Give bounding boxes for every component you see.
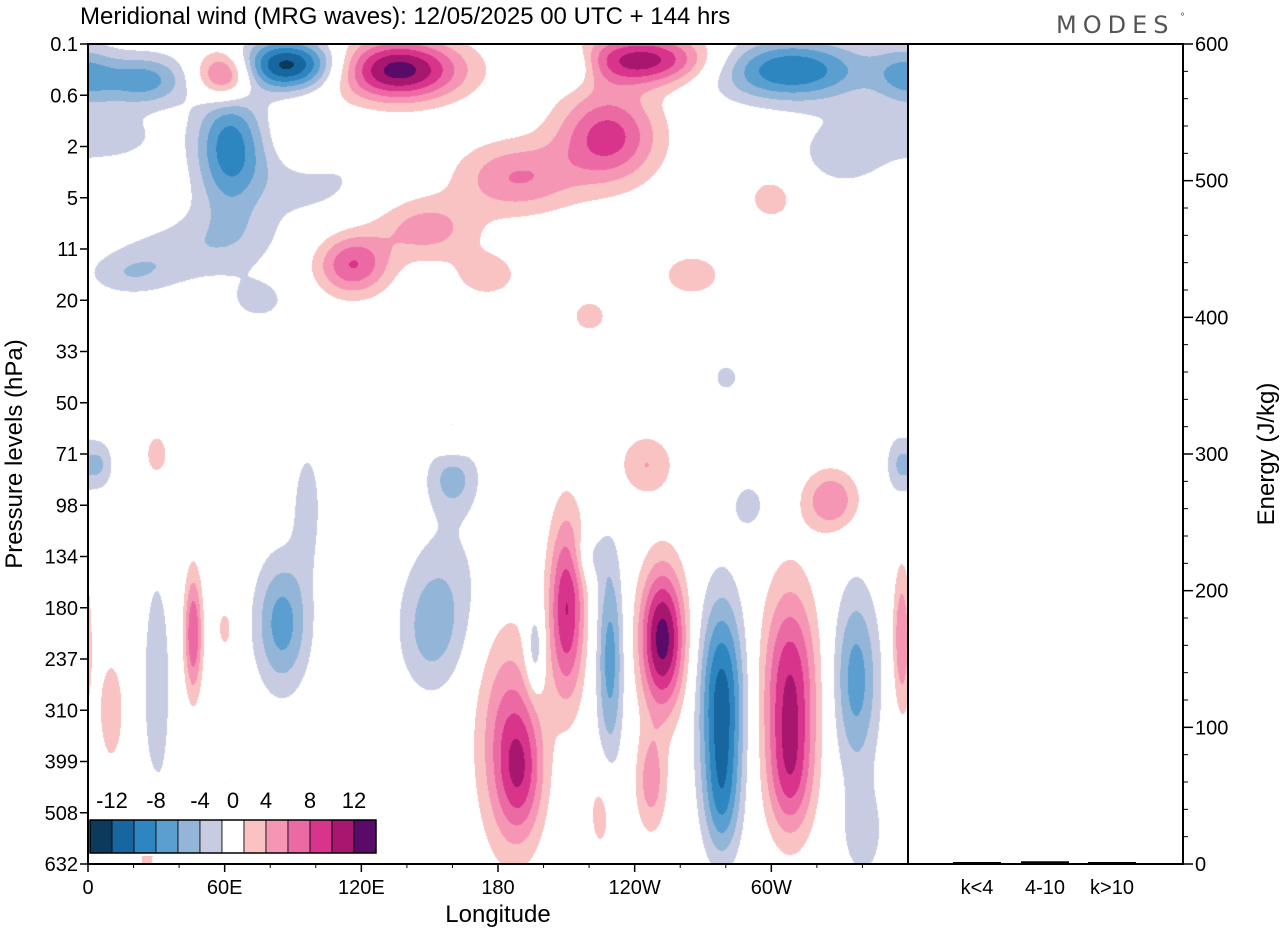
colorbar: -12 -8 -4 0 4 8 12: [89, 784, 383, 856]
colorbar-cell: [199, 819, 223, 854]
colorbar-cell: [221, 819, 245, 854]
energy-tick-label: 500: [1195, 171, 1228, 193]
x-tick-label: 120E: [338, 877, 385, 899]
y-tick-label: 71: [56, 444, 78, 466]
y-tick-label: 0.6: [50, 85, 78, 107]
colorbar-cell: [155, 819, 179, 854]
colorbar-cell: [331, 819, 355, 854]
y-tick-label: 399: [45, 752, 78, 774]
heatmap-plot: [88, 44, 908, 864]
x-tick-label: 0: [82, 877, 93, 899]
colorbar-label: 0: [227, 788, 239, 813]
brand-logo: MODES: [1056, 11, 1174, 39]
x-tick-label: 60E: [207, 877, 243, 899]
energy-tick-label: 300: [1195, 444, 1228, 466]
colorbar-label: 4: [260, 788, 272, 813]
brand-mark: °: [1180, 12, 1185, 23]
y-tick-label: 632: [45, 854, 78, 876]
colorbar-cell: [177, 819, 201, 854]
y-tick-label: 5: [67, 188, 78, 210]
wind-field: [88, 44, 908, 864]
chart-title: Meridional wind (MRG waves): 12/05/2025 …: [80, 3, 730, 30]
energy-tick-label: 0: [1195, 854, 1206, 876]
energy-tick-label: 600: [1195, 34, 1228, 56]
x-tick-label: 60W: [751, 877, 792, 899]
colorbar-cell: [133, 819, 157, 854]
x-tick-label: 180: [481, 877, 514, 899]
y-tick-label: 180: [45, 598, 78, 620]
energy-tick-label: 100: [1195, 717, 1228, 739]
y-axis-label: Pressure levels (hPa): [1, 339, 28, 568]
energy-tick-label: 200: [1195, 581, 1228, 603]
y-tick-label: 134: [45, 547, 78, 569]
y-tick-label: 20: [56, 290, 78, 312]
y-tick-label: 11: [57, 239, 78, 261]
x-axis-label: Longitude: [445, 901, 550, 928]
y-tick-label: 50: [56, 393, 78, 415]
energy-category-label: k<4: [961, 877, 994, 899]
colorbar-cell: [243, 819, 267, 854]
x-tick-label: 120W: [609, 877, 661, 899]
y-tick-label: 98: [56, 495, 78, 517]
colorbar-label: 12: [342, 788, 366, 813]
colorbar-label: 8: [304, 788, 316, 813]
colorbar-outline: [89, 819, 377, 854]
colorbar-cell: [287, 819, 311, 854]
modes-logo: MODES °: [1056, 11, 1185, 39]
energy-frame: [907, 43, 1184, 865]
energy-bar: [1021, 861, 1069, 864]
colorbar-cell: [309, 819, 333, 854]
y-tick-label: 2: [67, 137, 78, 159]
y-tick-label: 508: [45, 803, 78, 825]
energy-axis-label: Energy (J/kg): [1253, 383, 1280, 526]
colorbar-label: -12: [96, 788, 128, 813]
axes: 0.1 0.6 2 5 11 20 33 50 71 98 134 180 237 310 399 508 63…: [45, 34, 1229, 899]
y-tick-label: 310: [45, 700, 78, 722]
energy-tick-label: 400: [1195, 307, 1228, 329]
colorbar-label: -4: [190, 788, 210, 813]
colorbar-cell: [111, 819, 135, 854]
energy-category-label: 4-10: [1025, 877, 1065, 899]
colorbar-label: -8: [146, 788, 166, 813]
energy-category-label: k>10: [1090, 877, 1134, 899]
y-tick-label: 0.1: [50, 34, 78, 56]
colorbar-cell: [89, 819, 113, 854]
y-tick-label: 237: [45, 649, 78, 671]
y-tick-label: 33: [56, 342, 78, 364]
colorbar-cell: [353, 819, 377, 854]
colorbar-cell: [265, 819, 289, 854]
